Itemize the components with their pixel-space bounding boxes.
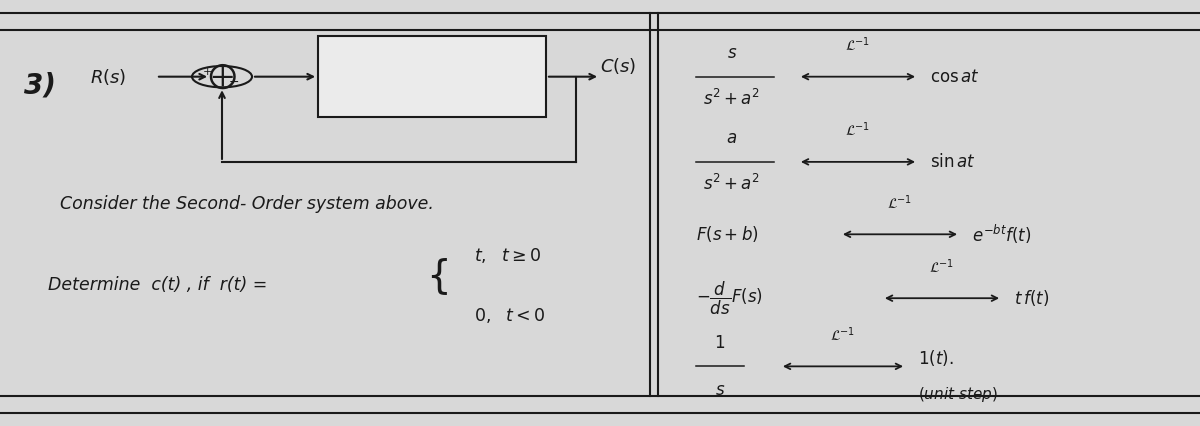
Text: $\sin at$: $\sin at$: [930, 153, 976, 171]
Text: $t\,f(t)$: $t\,f(t)$: [1014, 288, 1049, 308]
Text: $\mathcal{L}^{-1}$: $\mathcal{L}^{-1}$: [888, 193, 912, 212]
Text: $\cos at$: $\cos at$: [930, 68, 980, 86]
Text: $1$: $1$: [714, 334, 726, 352]
Text: $\mathcal{L}^{-1}$: $\mathcal{L}^{-1}$: [830, 325, 856, 344]
Text: Determine  c(t) , if  r(t) =: Determine c(t) , if r(t) =: [48, 276, 268, 294]
Text: 5: 5: [425, 46, 439, 65]
Text: Consider the Second- Order system above.: Consider the Second- Order system above.: [60, 196, 434, 213]
Text: $1(t).$: $1(t).$: [918, 348, 954, 368]
Text: $F(s+b)$: $F(s+b)$: [696, 225, 758, 244]
Text: $s$: $s$: [715, 381, 725, 399]
Text: $e^{-bt}f(t)$: $e^{-bt}f(t)$: [972, 223, 1031, 246]
Text: $s^2+a^2$: $s^2+a^2$: [703, 174, 761, 194]
Text: $-\dfrac{d}{ds}F(s)$: $-\dfrac{d}{ds}F(s)$: [696, 279, 763, 317]
Text: $\mathcal{L}^{-1}$: $\mathcal{L}^{-1}$: [846, 35, 870, 54]
Text: $R(s)$: $R(s)$: [90, 67, 126, 86]
Text: +: +: [203, 67, 212, 78]
Text: $\mathcal{L}^{-1}$: $\mathcal{L}^{-1}$: [846, 121, 870, 139]
Text: $(unit\ step)$: $(unit\ step)$: [918, 385, 998, 403]
Text: $S(S+2)$: $S(S+2)$: [400, 95, 464, 114]
Text: $\bigoplus$: $\bigoplus$: [208, 62, 236, 92]
Text: $a$: $a$: [726, 130, 738, 147]
Text: $\mathcal{L}^{-1}$: $\mathcal{L}^{-1}$: [930, 257, 954, 276]
Text: $\{$: $\{$: [426, 256, 448, 297]
Text: $s$: $s$: [727, 44, 737, 62]
Text: 3): 3): [24, 71, 56, 99]
Text: −: −: [229, 76, 239, 89]
Text: $0,\ \ t < 0$: $0,\ \ t < 0$: [474, 306, 545, 325]
Text: $t,\ \ t \geq 0$: $t,\ \ t \geq 0$: [474, 246, 541, 265]
FancyBboxPatch shape: [318, 36, 546, 117]
Text: $C(s)$: $C(s)$: [600, 56, 636, 76]
Text: $s^2+a^2$: $s^2+a^2$: [703, 89, 761, 109]
